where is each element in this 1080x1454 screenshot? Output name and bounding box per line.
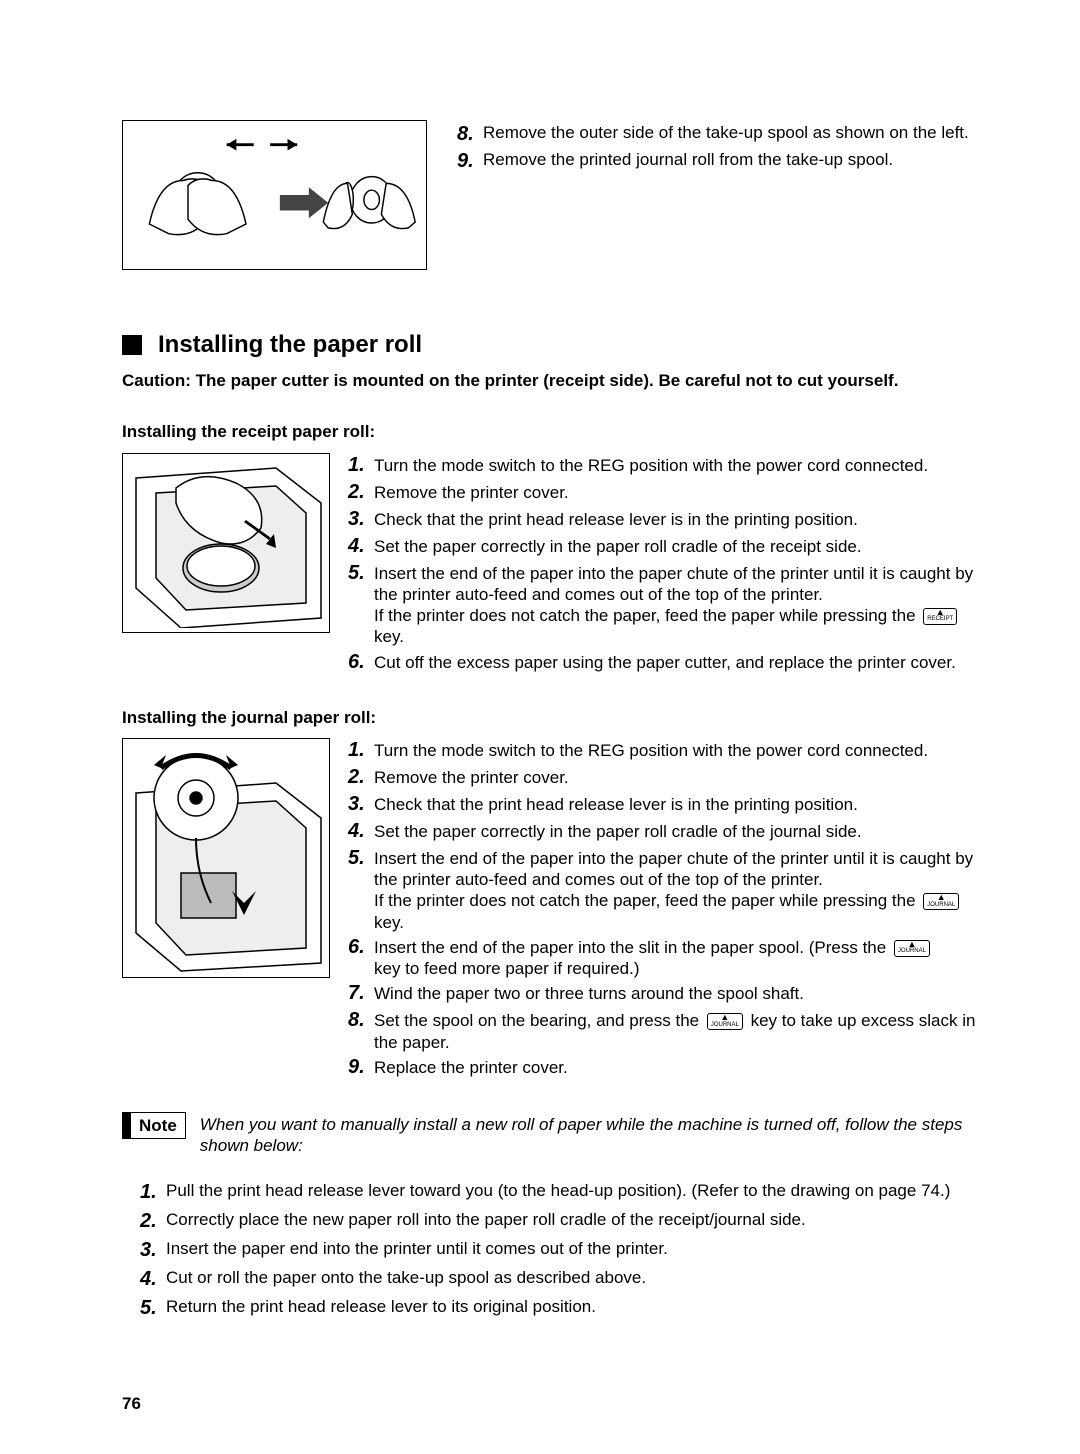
manual-s1: Pull the print head release lever toward… bbox=[166, 1180, 980, 1201]
receipt-block: 1.Turn the mode switch to the REG positi… bbox=[122, 453, 980, 677]
journal-s3: Check that the print head release lever … bbox=[374, 794, 980, 815]
receipt-s5b-pre: If the printer does not catch the paper,… bbox=[374, 606, 920, 625]
journal-key-icon-2: ▲JOURNAL bbox=[894, 940, 930, 957]
note-text: When you want to manually install a new … bbox=[200, 1112, 980, 1157]
journal-s2: Remove the printer cover. bbox=[374, 767, 980, 788]
receipt-s5a: Insert the end of the paper into the pap… bbox=[374, 564, 973, 604]
journal-s7: Wind the paper two or three turns around… bbox=[374, 983, 980, 1004]
step-9-text: Remove the printed journal roll from the… bbox=[483, 149, 980, 170]
journal-subheading: Installing the journal paper roll: bbox=[122, 707, 980, 728]
caution-text: Caution: The paper cutter is mounted on … bbox=[122, 370, 980, 391]
journal-s9: Replace the printer cover. bbox=[374, 1057, 980, 1078]
figure-journal-install bbox=[122, 738, 330, 978]
manual-steps: 1.Pull the print head release lever towa… bbox=[140, 1180, 980, 1321]
journal-s5b-pre: If the printer does not catch the paper,… bbox=[374, 891, 920, 910]
note-row: Note When you want to manually install a… bbox=[122, 1112, 980, 1157]
journal-s5: Insert the end of the paper into the pap… bbox=[374, 848, 980, 933]
step-8: 8. Remove the outer side of the take-up … bbox=[457, 122, 980, 147]
journal-key-icon-3: ▲JOURNAL bbox=[707, 1013, 743, 1030]
receipt-s6: Cut off the excess paper using the paper… bbox=[374, 652, 980, 673]
step-9: 9. Remove the printed journal roll from … bbox=[457, 149, 980, 174]
note-label: Note bbox=[130, 1112, 186, 1139]
journal-s6-post: key to feed more paper if required.) bbox=[374, 959, 640, 978]
journal-s5a: Insert the end of the paper into the pap… bbox=[374, 849, 973, 889]
journal-s6: Insert the end of the paper into the sli… bbox=[374, 937, 980, 980]
manual-s3: Insert the paper end into the printer un… bbox=[166, 1238, 980, 1259]
step-8-text: Remove the outer side of the take-up spo… bbox=[483, 122, 980, 143]
journal-s5b-post: key. bbox=[374, 913, 404, 932]
manual-s5: Return the print head release lever to i… bbox=[166, 1296, 980, 1317]
receipt-s4: Set the paper correctly in the paper rol… bbox=[374, 536, 980, 557]
manual-s4: Cut or roll the paper onto the take-up s… bbox=[166, 1267, 980, 1288]
receipt-s3: Check that the print head release lever … bbox=[374, 509, 980, 530]
figure-spool-removal bbox=[122, 120, 427, 270]
note-badge: Note bbox=[122, 1112, 186, 1139]
receipt-subheading: Installing the receipt paper roll: bbox=[122, 421, 980, 442]
journal-steps: 1.Turn the mode switch to the REG positi… bbox=[348, 738, 980, 1082]
top-section: 8. Remove the outer side of the take-up … bbox=[122, 120, 980, 270]
page-number: 76 bbox=[122, 1393, 141, 1414]
figure-receipt-install bbox=[122, 453, 330, 633]
journal-s4: Set the paper correctly in the paper rol… bbox=[374, 821, 980, 842]
receipt-s2: Remove the printer cover. bbox=[374, 482, 980, 503]
heading-bullet-icon bbox=[122, 335, 142, 355]
manual-s2: Correctly place the new paper roll into … bbox=[166, 1209, 980, 1230]
receipt-key-icon: ▲RECEIPT bbox=[923, 608, 957, 625]
journal-s8-pre: Set the spool on the bearing, and press … bbox=[374, 1011, 704, 1030]
journal-block: 1.Turn the mode switch to the REG positi… bbox=[122, 738, 980, 1082]
receipt-s5: Insert the end of the paper into the pap… bbox=[374, 563, 980, 648]
receipt-s1: Turn the mode switch to the REG position… bbox=[374, 455, 980, 476]
receipt-steps: 1.Turn the mode switch to the REG positi… bbox=[348, 453, 980, 677]
journal-s8: Set the spool on the bearing, and press … bbox=[374, 1010, 980, 1053]
journal-s6-pre: Insert the end of the paper into the sli… bbox=[374, 938, 891, 957]
top-steps: 8. Remove the outer side of the take-up … bbox=[457, 120, 980, 270]
journal-s1: Turn the mode switch to the REG position… bbox=[374, 740, 980, 761]
heading-text: Installing the paper roll bbox=[158, 330, 422, 360]
section-heading: Installing the paper roll bbox=[122, 330, 980, 360]
journal-key-icon: ▲JOURNAL bbox=[923, 893, 959, 910]
receipt-s5b-post: key. bbox=[374, 627, 404, 646]
